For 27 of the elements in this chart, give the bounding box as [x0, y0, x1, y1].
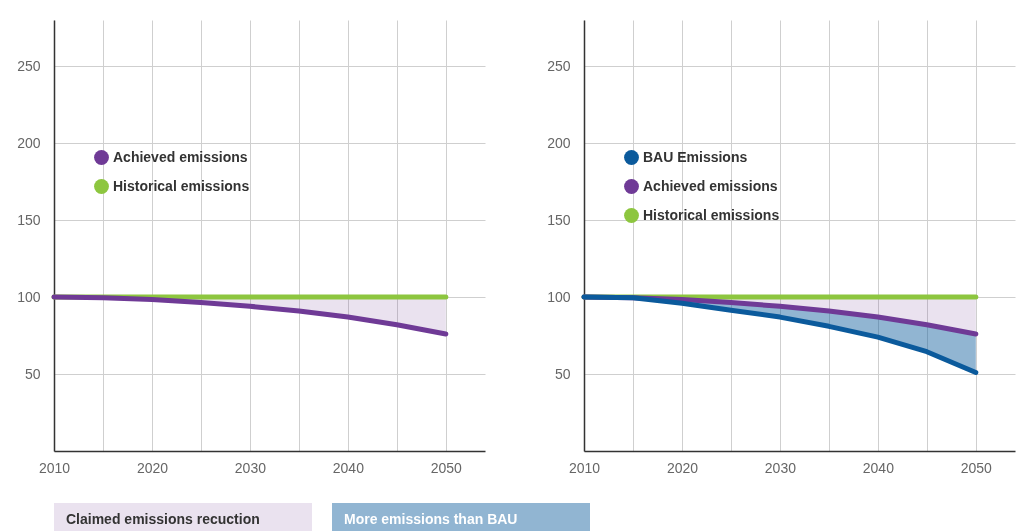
legend-label: Historical emissions	[113, 177, 250, 194]
x-tick-label: 2040	[862, 459, 895, 476]
legend-swatch: Claimed emissions recuction	[54, 503, 312, 531]
x-tick-label: 2050	[430, 459, 463, 476]
y-tick-label: 100	[17, 288, 41, 305]
y-tick-label: 50	[554, 365, 571, 382]
legend-label: Achieved emissions	[643, 177, 778, 194]
y-tick-label: 150	[17, 211, 41, 228]
legend-label: BAU Emissions	[643, 148, 748, 165]
x-tick-label: 2040	[332, 459, 365, 476]
x-tick-label: 2030	[234, 459, 267, 476]
x-tick-label: 2050	[960, 459, 993, 476]
y-tick-label: 200	[547, 134, 571, 151]
x-tick-label: 2020	[666, 459, 699, 476]
legend-label: Achieved emissions	[113, 148, 248, 165]
y-tick-label: 150	[547, 211, 571, 228]
y-tick-label: 50	[24, 365, 41, 382]
legend-label: Historical emissions	[643, 206, 780, 223]
legend-swatch: More emissions than BAU	[332, 503, 590, 531]
x-tick-label: 2030	[764, 459, 797, 476]
x-tick-label: 2010	[568, 459, 601, 476]
y-tick-label: 250	[547, 57, 571, 74]
y-tick-label: 250	[17, 57, 41, 74]
x-tick-label: 2020	[136, 459, 169, 476]
x-tick-label: 2010	[38, 459, 71, 476]
y-tick-label: 100	[547, 288, 571, 305]
y-tick-label: 200	[17, 134, 41, 151]
